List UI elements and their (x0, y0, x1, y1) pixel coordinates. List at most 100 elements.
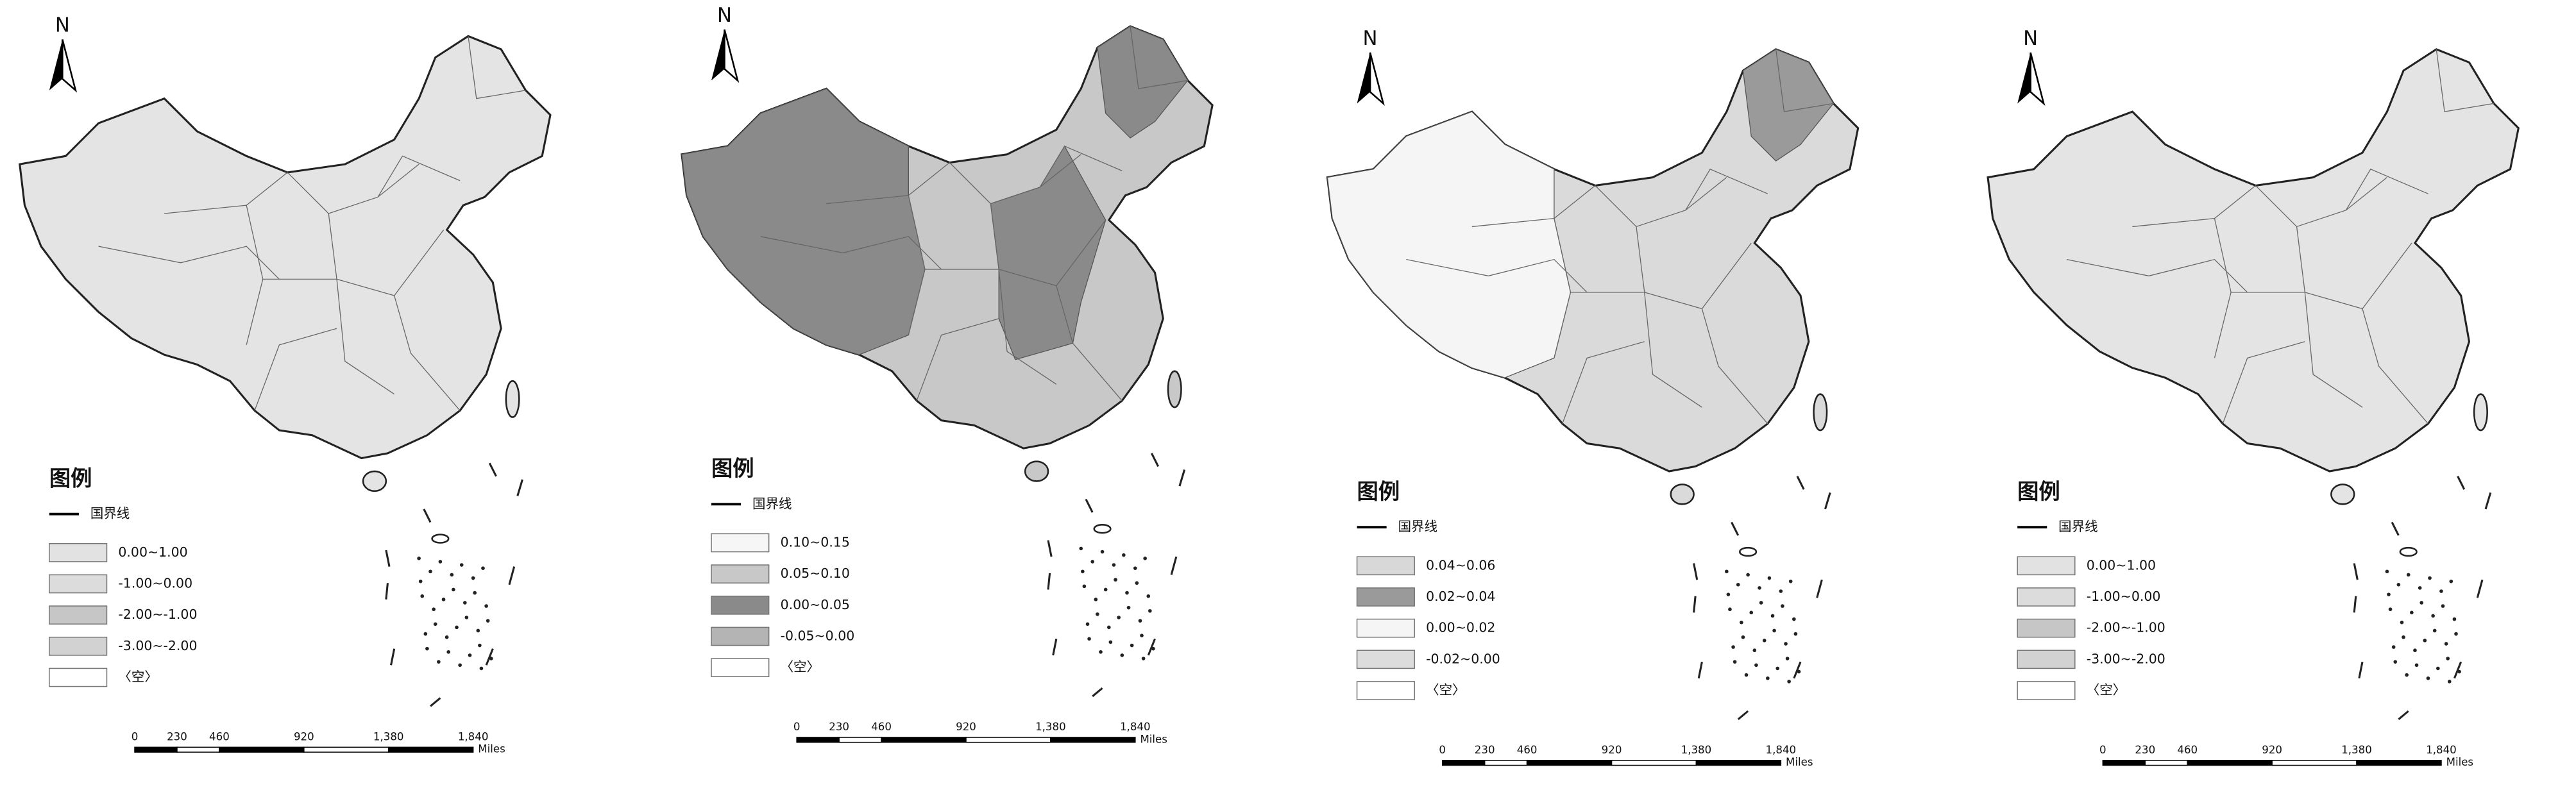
scale-label: 1,380 (1035, 721, 1066, 733)
island (455, 625, 459, 630)
island (1130, 643, 1134, 648)
province-border (287, 164, 419, 214)
island (446, 650, 451, 654)
legend-swatch (49, 667, 108, 687)
taiwan (1813, 393, 1828, 432)
dash-line (2353, 563, 2359, 580)
island (489, 657, 493, 660)
island (1140, 634, 1144, 638)
scale-label: 920 (294, 730, 314, 743)
scale-segment (1441, 760, 1486, 766)
island (417, 556, 421, 560)
island (468, 653, 472, 657)
island (2388, 607, 2393, 612)
province-border (1595, 177, 1727, 228)
legend-label: -2.00~-1.00 (2087, 620, 2165, 635)
island (1741, 635, 1745, 639)
scale-label: 1,380 (373, 730, 404, 743)
island (1744, 673, 1749, 677)
dash-line (1693, 563, 1699, 580)
scale-segment (2271, 760, 2357, 766)
island (1797, 669, 1801, 674)
dash-line (1737, 710, 1749, 720)
scale-label: 0 (2099, 744, 2106, 756)
island (1772, 628, 1776, 633)
island (1114, 578, 1117, 582)
scale-label: 0 (1439, 744, 1446, 756)
island (2454, 632, 2458, 636)
scale-label: 920 (956, 721, 976, 733)
legend-label: -0.02~0.00 (1426, 651, 1500, 666)
island (2447, 680, 2452, 684)
island (1143, 556, 1147, 560)
legend-swatch (1356, 587, 1415, 607)
province-border (98, 246, 280, 280)
scale-segment (134, 746, 178, 753)
island (2419, 601, 2424, 605)
legend-label: 0.10~0.15 (781, 534, 850, 550)
legend-label: 0.05~0.10 (781, 566, 850, 581)
province-border (394, 295, 461, 411)
scale-label: 230 (829, 721, 849, 733)
island (478, 643, 482, 648)
scale-segment (881, 737, 967, 743)
region (1097, 26, 1189, 139)
island (431, 533, 450, 544)
dash-line (1147, 638, 1156, 656)
scale-label: 460 (871, 721, 892, 733)
island (1125, 591, 1129, 595)
north-label: N (55, 13, 70, 37)
scale-label: 230 (167, 730, 187, 743)
dash-line (2453, 661, 2462, 679)
province-border (2296, 226, 2412, 310)
dash-line (1092, 687, 1103, 698)
legend-label: -0.05~0.00 (781, 628, 855, 643)
island (1146, 594, 1151, 598)
legend-label: -3.00~-2.00 (118, 638, 197, 653)
legend-swatch (1356, 618, 1415, 638)
scale-segment (387, 746, 474, 753)
province-border (949, 154, 1081, 205)
island (1793, 632, 1798, 636)
north-arrow (1369, 52, 1385, 106)
island (1090, 560, 1095, 564)
island (420, 594, 425, 598)
legend-label: 〈空〉 (2087, 682, 2126, 698)
legend-swatch (1356, 556, 1415, 576)
island (2387, 592, 2391, 596)
north-arrow (711, 29, 725, 81)
dash-line (1816, 579, 1823, 598)
dash-line (385, 583, 389, 600)
scale-segment (303, 746, 389, 753)
scale-label: 920 (2262, 744, 2282, 756)
island (1759, 601, 1763, 605)
scale-label: 1,840 (458, 730, 489, 743)
dash-line (385, 550, 391, 567)
island (1762, 639, 1767, 642)
legend-title: 图例 (2017, 479, 2060, 504)
island (2402, 635, 2405, 639)
island (1135, 581, 1139, 585)
legend-swatch (49, 542, 108, 562)
province-border (990, 203, 1106, 287)
island (433, 622, 437, 626)
region (1742, 49, 1835, 162)
scale-label: 460 (209, 730, 230, 743)
island (1739, 546, 1758, 557)
dash-line (2398, 710, 2409, 720)
boundary-label: 国界线 (90, 506, 130, 521)
dash-line (1047, 540, 1053, 557)
island (1788, 579, 1793, 584)
island (1784, 642, 1788, 646)
island (458, 663, 462, 667)
taiwan (505, 380, 520, 418)
island (1093, 524, 1112, 534)
legend-swatch (711, 533, 770, 553)
legend-label: -1.00~0.00 (2087, 589, 2161, 604)
province-border (2436, 49, 2495, 112)
legend-swatch (2017, 681, 2076, 700)
legend-swatch (1356, 681, 1415, 700)
